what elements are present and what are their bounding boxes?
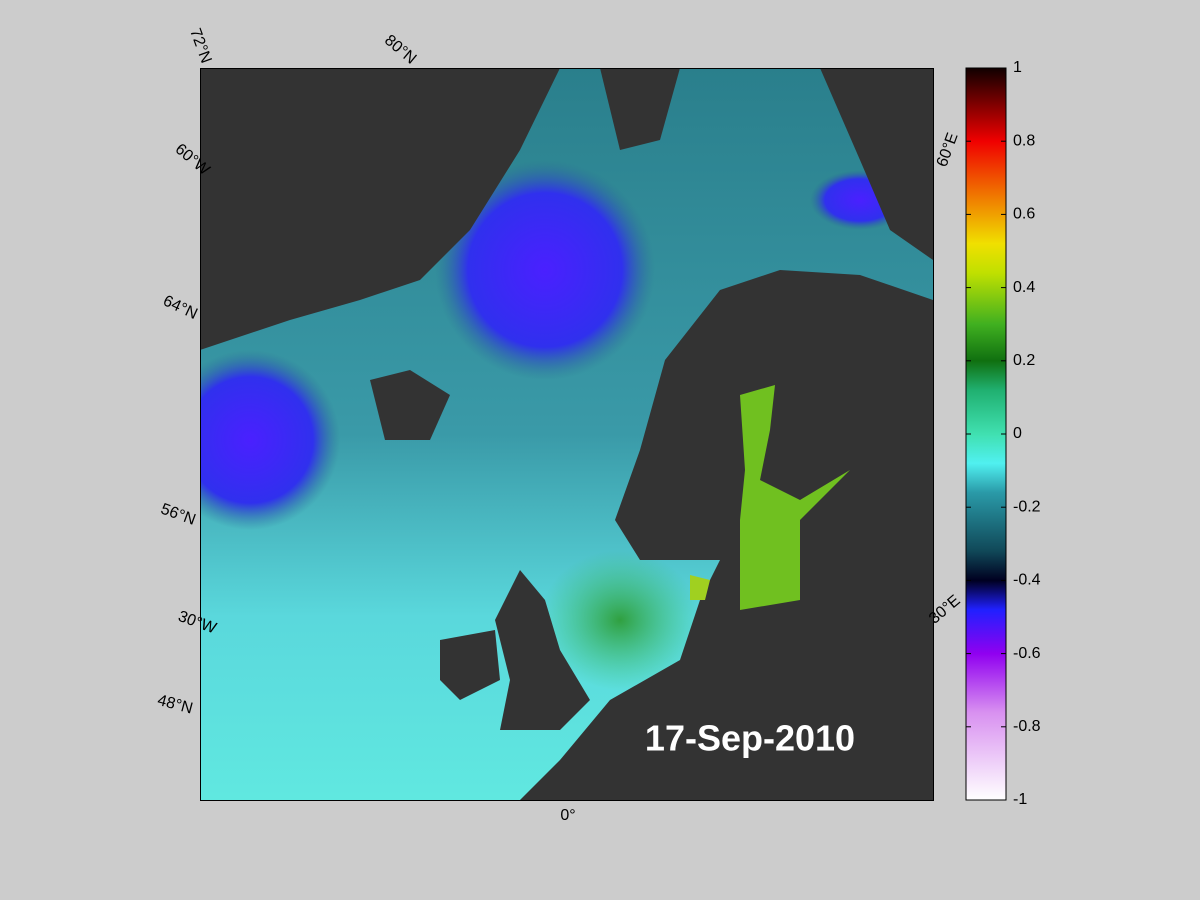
colorbar-tick-label: 1 [1013, 59, 1022, 76]
graticule-label: 0° [560, 807, 575, 824]
anomaly-blob [540, 550, 700, 690]
colorbar-tick-label: -1 [1013, 791, 1027, 808]
date-label: 17-Sep-2010 [645, 718, 855, 759]
colorbar-tick-label: -0.8 [1013, 718, 1041, 735]
colorbar [965, 67, 1007, 801]
colorbar-tick-label: -0.2 [1013, 498, 1041, 515]
colorbar-tick-label: 0.2 [1013, 352, 1035, 369]
map-frame [200, 68, 934, 801]
graticule-label: 56°N [158, 501, 197, 529]
baltic [740, 385, 850, 610]
anomaly-blob [200, 350, 340, 530]
graticule-label: 64°N [160, 292, 200, 323]
colorbar-tick-label: 0 [1013, 425, 1022, 442]
colorbar-tick-label: 0.4 [1013, 279, 1035, 296]
graticule-label: 80°N [381, 32, 419, 68]
anomaly-blob [435, 160, 655, 380]
graticule-label: 72°N [186, 26, 214, 65]
colorbar-tick-label: -0.4 [1013, 572, 1041, 589]
map [200, 68, 933, 800]
baltic [690, 575, 710, 600]
colorbar-tick-label: -0.6 [1013, 645, 1041, 662]
graticule-label: 48°N [156, 692, 195, 718]
colorbar-tick-label: 0.8 [1013, 132, 1035, 149]
land [200, 68, 933, 800]
colorbar-tick-label: 0.6 [1013, 206, 1035, 223]
graticule-label: 60°E [934, 131, 962, 170]
